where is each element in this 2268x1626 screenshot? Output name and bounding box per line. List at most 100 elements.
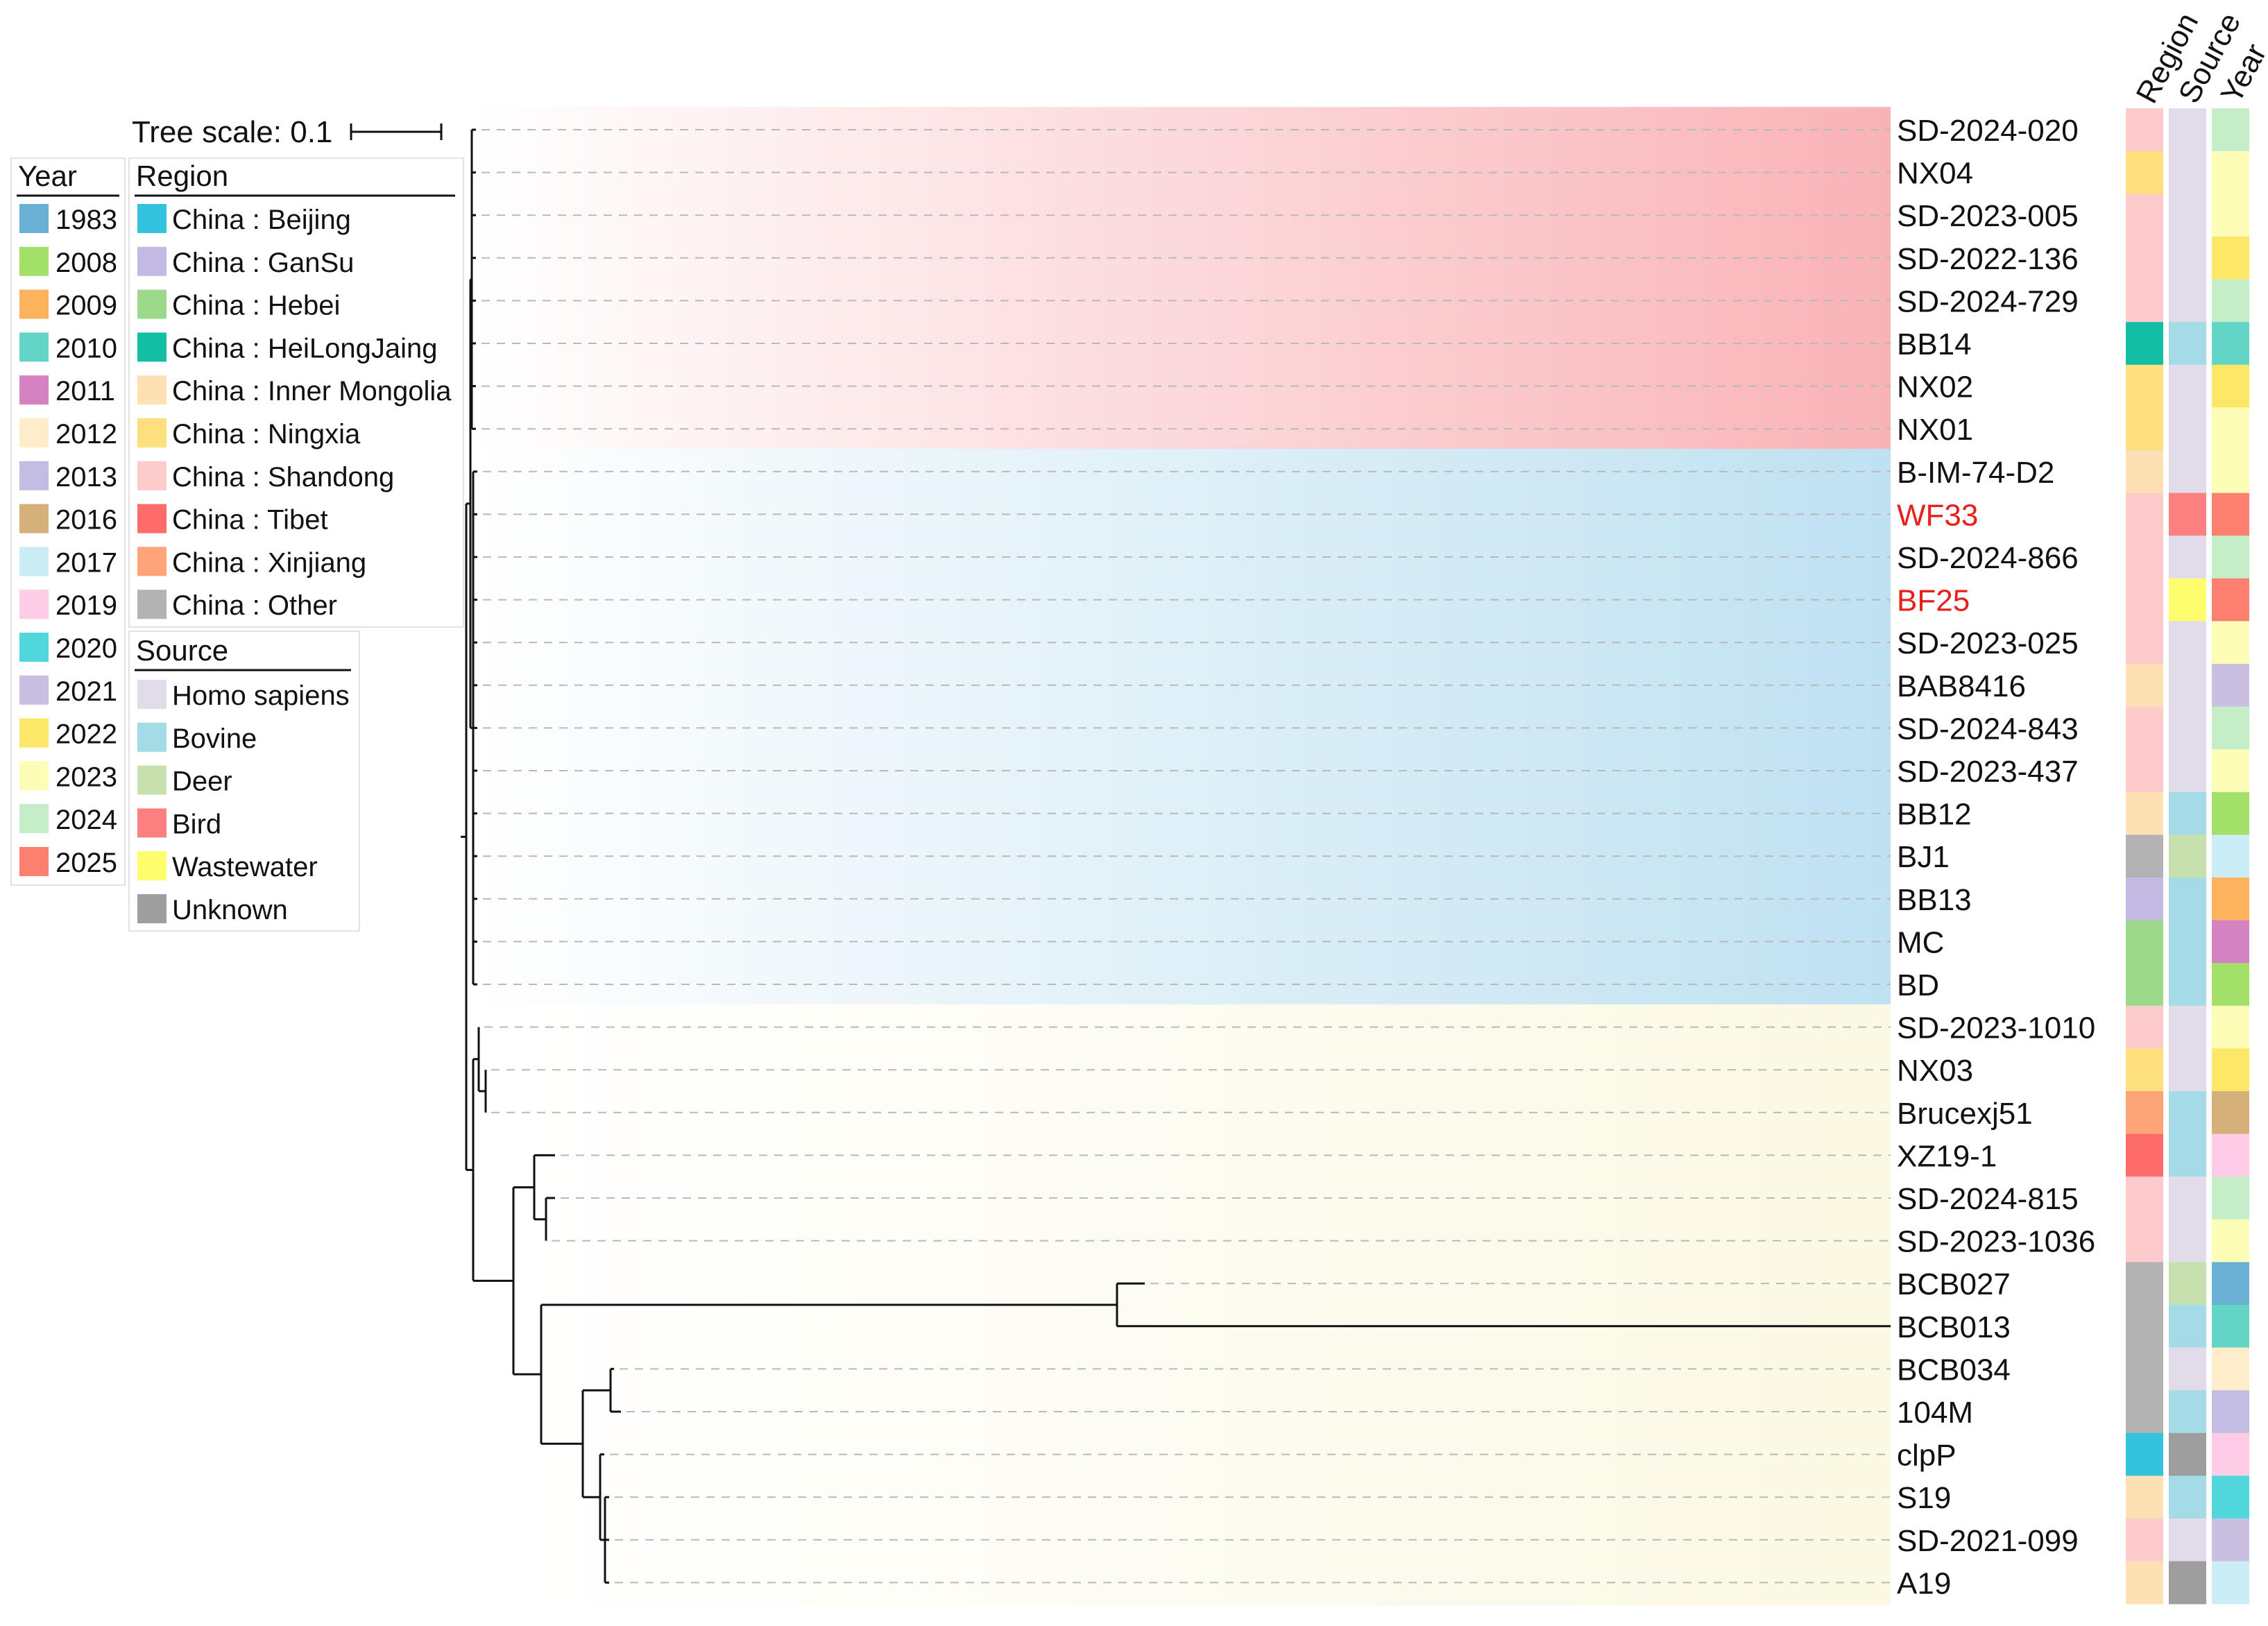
leaf-labels: SD-2024-020 NX04 SD-2023-005 SD-2022-136 SD-… [1897,114,2095,1600]
legend-year-title: Year [18,160,77,192]
strip-year-sd-2022-136 [2212,237,2249,280]
leaf-label-bcb027: BCB027 [1897,1267,2011,1301]
legend-year-label-2010: 2010 [56,333,117,363]
strip-year-bb14 [2212,322,2249,366]
legend-region-label-china-ningxia: China : Ningxia [172,419,361,450]
legend-source-label-bird: Bird [172,809,221,839]
strip-region-sd-2023-1036 [2126,1219,2163,1263]
strip-source-bcb027 [2169,1262,2206,1306]
strip-source-104m [2169,1390,2206,1434]
legend-year-swatch-2012 [19,418,49,447]
strip-year-mc [2212,920,2249,964]
legend-year-label-2021: 2021 [56,676,117,707]
legend-year-swatch-2010 [19,332,49,362]
strip-region-bb14 [2126,322,2163,366]
leaf-label-bb12: BB12 [1897,798,1972,832]
legend-year-swatch-2008 [19,246,49,276]
strip-source-sd-2022-136 [2169,237,2206,280]
strip-region-sd-2024-843 [2126,706,2163,750]
legend-source-swatch-bovine [137,722,167,752]
leaf-guide-lines [481,129,1891,1584]
leaf-label-sd-2024-815: SD-2024-815 [1897,1182,2079,1216]
strip-region-bcb034 [2126,1347,2163,1391]
strip-source-bcb034 [2169,1347,2206,1391]
legend-year-label-2024: 2024 [56,805,117,835]
leaf-label-bj1: BJ1 [1897,840,1950,874]
legend-region-label-china-shandong: China : Shandong [172,462,394,493]
legend-year-label-2008: 2008 [56,248,117,278]
strip-source-nx04 [2169,151,2206,194]
legend-year-label-2011: 2011 [56,376,115,407]
strip-source-nx03 [2169,1048,2206,1092]
strip-source-sd-2023-025 [2169,621,2206,665]
leaf-label-a19: A19 [1897,1566,1951,1600]
legend-region-label-china-gansu: China : GanSu [172,248,354,278]
strip-year-sd-2024-815 [2212,1176,2249,1220]
strip-source-bab8416 [2169,664,2206,707]
strip-region-bf25 [2126,578,2163,622]
legend-source-label-bovine: Bovine [172,724,257,754]
leaf-label-sd-2024-843: SD-2024-843 [1897,712,2079,746]
leaf-label-sd-2023-1036: SD-2023-1036 [1897,1225,2095,1259]
legend-year-label-2012: 2012 [56,419,117,450]
strip-year-s19 [2212,1475,2249,1519]
leaf-label-bcb034: BCB034 [1897,1353,2011,1387]
legend-source-label-unknown: Unknown [172,895,288,925]
legend-source-title: Source [136,634,228,667]
strip-source-sd-2024-020 [2169,108,2206,152]
strip-region-bd [2126,963,2163,1007]
leaf-label-brucexj51: Brucexj51 [1897,1097,2033,1131]
legend-year-swatch-2022 [19,718,49,748]
leaf-label-nx01: NX01 [1897,413,1973,447]
strip-year-sd-2024-020 [2212,108,2249,152]
legend-year-swatch-2013 [19,461,49,490]
legend-region-swatch-china-hebei [137,289,167,319]
strip-region-wf33 [2126,493,2163,536]
leaf-label-sd-2022-136: SD-2022-136 [1897,242,2079,276]
strip-region-sd-2022-136 [2126,237,2163,280]
strip-year-sd-2023-005 [2212,194,2249,237]
strip-region-bb12 [2126,791,2163,835]
strip-region-sd-2024-866 [2126,536,2163,579]
strip-region-bab8416 [2126,664,2163,707]
tree-scale-label: Tree scale: 0.1 [132,115,332,149]
legend-year-swatch-2023 [19,761,49,791]
leaf-label-sd-2021-099: SD-2021-099 [1897,1524,2079,1558]
legend-year-label-2020: 2020 [56,633,117,664]
legend-region-swatch-china-tibet [137,504,167,533]
strip-year-wf33 [2212,493,2249,536]
legend-region-label-china-xinjiang: China : Xinjiang [172,547,366,578]
legend-region-label-china-inner-mongolia: China : Inner Mongolia [172,376,452,407]
strip-year-sd-2024-729 [2212,279,2249,323]
legend-year-label-2023: 2023 [56,762,117,792]
legend-source-swatch-deer [137,765,167,795]
strip-source-a19 [2169,1561,2206,1604]
legend-source-label-homo-sapiens: Homo sapiens [172,681,350,711]
legend-year-label-2019: 2019 [56,590,117,621]
legend-region-swatch-china-beijing [137,204,167,233]
strip-source-mc [2169,920,2206,964]
legend-source-swatch-wastewater [137,851,167,881]
strip-region-sd-2021-099 [2126,1518,2163,1561]
strip-year-bb12 [2212,791,2249,835]
strip-source-sd-2023-1036 [2169,1219,2206,1263]
strip-region-s19 [2126,1475,2163,1519]
strip-year-bj1 [2212,835,2249,878]
strip-region-bj1 [2126,835,2163,878]
strip-source-nx01 [2169,407,2206,451]
strip-year-sd-2021-099 [2212,1518,2249,1561]
strip-source-bb13 [2169,878,2206,921]
strip-source-sd-2021-099 [2169,1518,2206,1561]
legend-region-label-china-hebei: China : Hebei [172,291,340,321]
legend-year-swatch-2025 [19,847,49,876]
strip-region-clpp [2126,1432,2163,1476]
legend-year-swatch-2019 [19,590,49,619]
leaf-label-clpp: clpP [1897,1439,1956,1473]
legend-region-label-china-heilongjaing: China : HeiLongJaing [172,333,437,363]
strip-source-wf33 [2169,493,2206,536]
strip-region-104m [2126,1390,2163,1434]
legend-region-swatch-china-ningxia [137,418,167,447]
leaf-label-nx02: NX02 [1897,370,1973,404]
